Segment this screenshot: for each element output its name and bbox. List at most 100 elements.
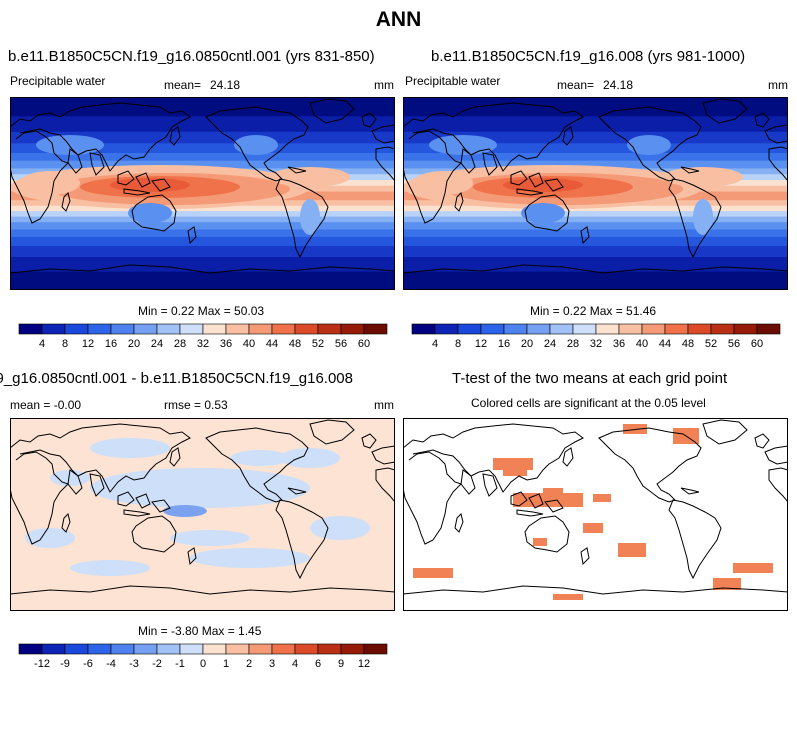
colorbar-tick-label: 60 [358, 338, 370, 350]
colorbar-tick-label: 32 [197, 338, 209, 350]
pw-contour [627, 135, 671, 155]
ttest-significant-cell [543, 488, 563, 494]
colorbar-tick-label: 9 [338, 658, 344, 670]
colorbar-tick-label: 12 [82, 338, 94, 350]
panel2-variable: Precipitable water [405, 74, 501, 88]
colorbar-tick-label: -4 [106, 658, 116, 670]
colorbar-tick-label: 28 [174, 338, 186, 350]
colorbar-cell [363, 323, 388, 335]
diff-contour [70, 560, 150, 576]
panel4-subtitle: Colored cells are significant at the 0.0… [471, 396, 706, 410]
colorbar-cell [340, 643, 365, 655]
pw-contour [521, 203, 565, 223]
panel1-colorbar: 4 8 12 16 20 24 28 32 36 40 44 48 52 56 60 [18, 323, 388, 350]
pw-contour [20, 171, 80, 195]
pw-contour [413, 171, 473, 195]
colorbar-cell [641, 323, 666, 335]
pw-contour [234, 135, 278, 155]
diff-contour [280, 448, 340, 468]
diff-contour [310, 516, 370, 540]
colorbar-cell [618, 323, 643, 335]
colorbar-cell [756, 323, 781, 335]
colorbar-tick-label: 24 [151, 338, 163, 350]
colorbar-tick-label: -1 [175, 658, 185, 670]
colorbar-cell [294, 643, 319, 655]
colorbar-cell [294, 323, 319, 335]
panel1-map [10, 97, 395, 290]
panel1-title: b.e11.B1850C5CN.f19_g16.0850cntl.001 (yr… [8, 48, 375, 65]
diff-contour [230, 450, 290, 466]
panel4-map [403, 418, 788, 611]
pw-contour [693, 199, 713, 235]
panel3-map [10, 418, 395, 611]
colorbar-cell [41, 643, 66, 655]
panel2-mean-label: mean= [557, 78, 595, 92]
ttest-significant-cell [623, 424, 647, 434]
colorbar-tick-label: 40 [636, 338, 648, 350]
colorbar-cell [317, 323, 342, 335]
pw-contour [503, 178, 583, 192]
ttest-significant-cell [493, 458, 533, 470]
colorbar-tick-label: 52 [705, 338, 717, 350]
colorbar-tick-label: -12 [34, 658, 50, 670]
panel2-units: mm [768, 78, 788, 92]
pw-contour [110, 178, 190, 192]
panel1-mean-label: mean= [164, 78, 202, 92]
colorbar-cell [271, 643, 296, 655]
colorbar-cell [18, 323, 43, 335]
colorbar-cell [87, 323, 112, 335]
colorbar-cell [202, 643, 227, 655]
ttest-significant-cell [733, 563, 773, 573]
colorbar-tick-label: 36 [220, 338, 232, 350]
colorbar-tick-label: 44 [659, 338, 671, 350]
colorbar-cell [110, 323, 135, 335]
colorbar-cell [710, 323, 735, 335]
colorbar-tick-label: -6 [83, 658, 93, 670]
colorbar-tick-label: 48 [289, 338, 301, 350]
colorbar-cell [480, 323, 505, 335]
colorbar-cell [340, 323, 365, 335]
pw-contour [300, 199, 320, 235]
ttest-significant-cell [553, 594, 583, 600]
colorbar-tick-label: 1 [223, 658, 229, 670]
figure-title: ANN [375, 8, 422, 31]
ttest-significant-cell [593, 494, 611, 502]
panel3-title: b.e11.B1850C5CN.f19_g16.0850cntl.001 - b… [0, 370, 353, 387]
ttest-significant-cell [413, 568, 453, 578]
colorbar-cell [411, 323, 436, 335]
colorbar-tick-label: 48 [682, 338, 694, 350]
colorbar-cell [225, 643, 250, 655]
panel1-mean-value: 24.18 [210, 78, 241, 92]
colorbar-tick-label: 36 [613, 338, 625, 350]
colorbar-cell [526, 323, 551, 335]
colorbar-tick-label: 44 [266, 338, 278, 350]
colorbar-cell [225, 323, 250, 335]
ttest-significant-cell [618, 543, 646, 557]
colorbar-cell [133, 323, 158, 335]
colorbar-tick-label: 2 [246, 658, 252, 670]
ttest-significant-cell [583, 523, 603, 533]
colorbar-tick-label: 4 [292, 658, 298, 670]
colorbar-tick-label: 12 [475, 338, 487, 350]
panel4-title: T-test of the two means at each grid poi… [452, 370, 728, 387]
colorbar-tick-label: 16 [498, 338, 510, 350]
colorbar-tick-label: -2 [152, 658, 162, 670]
colorbar-cell [549, 323, 574, 335]
panel2-map [403, 97, 788, 290]
colorbar-tick-label: 20 [128, 338, 140, 350]
colorbar-cell [41, 323, 66, 335]
ttest-significant-cell [533, 538, 547, 546]
panel1-variable: Precipitable water [10, 74, 106, 88]
panel1-minmax: Min = 0.22 Max = 50.03 [138, 304, 265, 318]
colorbar-cell [317, 643, 342, 655]
diff-contour [90, 438, 170, 458]
colorbar-tick-label: -9 [60, 658, 70, 670]
ttest-significant-cell [513, 493, 583, 507]
colorbar-tick-label: 0 [200, 658, 206, 670]
colorbar-tick-label: 16 [105, 338, 117, 350]
colorbar-cell [664, 323, 689, 335]
panel3-minmax: Min = -3.80 Max = 1.45 [138, 624, 262, 638]
colorbar-cell [133, 643, 158, 655]
colorbar-tick-label: 40 [243, 338, 255, 350]
colorbar-tick-label: 60 [751, 338, 763, 350]
